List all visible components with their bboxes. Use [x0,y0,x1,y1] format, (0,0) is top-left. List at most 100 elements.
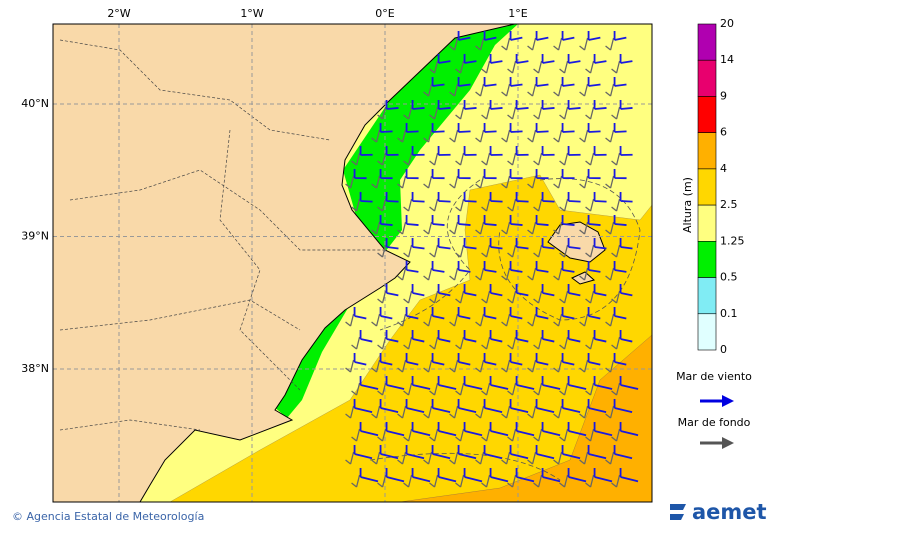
wind-arrow [437,192,451,203]
swell-arrow [553,267,563,281]
swell-arrow [345,359,355,373]
wind-arrow [619,422,639,437]
wind-arrow [613,169,627,180]
logo: aemet [692,500,767,524]
wind-arrow [509,215,523,226]
swell-arrow [475,313,485,327]
wind-arrow [489,330,503,343]
wind-arrow [483,123,497,133]
swell-arrow [579,451,589,465]
swell-arrow [507,106,517,120]
swell-arrow [345,405,355,419]
wind-arrow [437,238,451,250]
swell-arrow [507,60,517,74]
wind-arrow [379,445,399,460]
colorbar-label: 0.1 [720,307,738,320]
swell-arrow [429,290,439,304]
swell-arrow [377,106,387,120]
wind-arrow [515,192,529,203]
wind-arrow [619,330,633,343]
swell-arrow [559,428,569,442]
swell-arrow [481,60,491,74]
wind-arrow [405,399,425,413]
wind-arrow [437,146,451,156]
swell-arrow [579,83,589,97]
wind-arrow [353,353,367,366]
swell-arrow [605,175,615,189]
wind-arrow [385,376,405,390]
colorbar-segment [697,204,717,242]
wind-arrow [593,468,613,483]
wind-arrow [515,100,529,110]
swell-arrow [527,405,537,419]
wind-arrow [587,169,601,180]
swell-arrow [351,428,361,442]
swell-arrow [501,359,511,373]
swell-arrow [507,152,517,166]
swell-arrow [507,198,517,212]
swell-arrow [371,129,381,143]
wind-arrow [405,261,419,273]
wind-arrow [593,422,613,437]
swell-arrow [507,382,517,396]
wind-arrow [405,307,419,320]
graticule [53,24,652,502]
wind-arrow [535,399,555,413]
swell-arrow [481,290,491,304]
wind-arrow [535,77,549,87]
wind-arrow [489,146,503,156]
swell-arrow [423,267,433,281]
swell-arrow [605,221,615,235]
wind-arrow [509,31,523,41]
swell-arrow [351,336,361,350]
wind-arrow [457,123,471,133]
wind-arrow [463,284,477,297]
wind-arrow [489,192,503,203]
wind-arrow [509,77,523,87]
wind-arrow [411,422,431,437]
swell-arrow [611,198,621,212]
swell-arrow [397,451,407,465]
wind-arrow [619,100,633,110]
swell-arrow [579,359,589,373]
swell-arrow [501,267,511,281]
swell-arrow [481,244,491,258]
wind-arrow [619,238,633,250]
colorbar-label: 4 [720,162,727,175]
swell-arrow [501,175,511,189]
swell-arrow [377,428,387,442]
swell-arrow [533,336,543,350]
swell-arrow [507,244,517,258]
swell-arrow [475,129,485,143]
swell-arrow [371,175,381,189]
wind-arrow [561,307,575,320]
wind-arrow [431,399,451,413]
wind-arrow [561,31,575,41]
swell-arrow [449,267,459,281]
swell-arrow [345,175,355,189]
wind-arrow [385,146,399,156]
wind-arrow [567,468,587,483]
swell-arrow [559,60,569,74]
colorbar-title: Altura (m) [681,177,694,233]
swell-arrow [403,152,413,166]
arrows [345,31,639,488]
swell-arrow [481,152,491,166]
wind-arrow [509,399,529,413]
swell-arrow [403,474,413,488]
wind-arrow [587,31,601,41]
swell-arrow [553,405,563,419]
swell-arrow [527,221,537,235]
swell-arrow [371,221,381,235]
wind-arrow [535,215,549,226]
swell-arrow [501,405,511,419]
swell-arrow [527,313,537,327]
wind-arrow [515,376,535,390]
swell-arrow [585,474,595,488]
y-label: 38°N [21,362,49,375]
swell-arrow [423,129,433,143]
wind-arrow [463,54,477,64]
wind-arrow [535,307,549,320]
swell-arrow [351,198,361,212]
wind-arrow [359,146,373,156]
